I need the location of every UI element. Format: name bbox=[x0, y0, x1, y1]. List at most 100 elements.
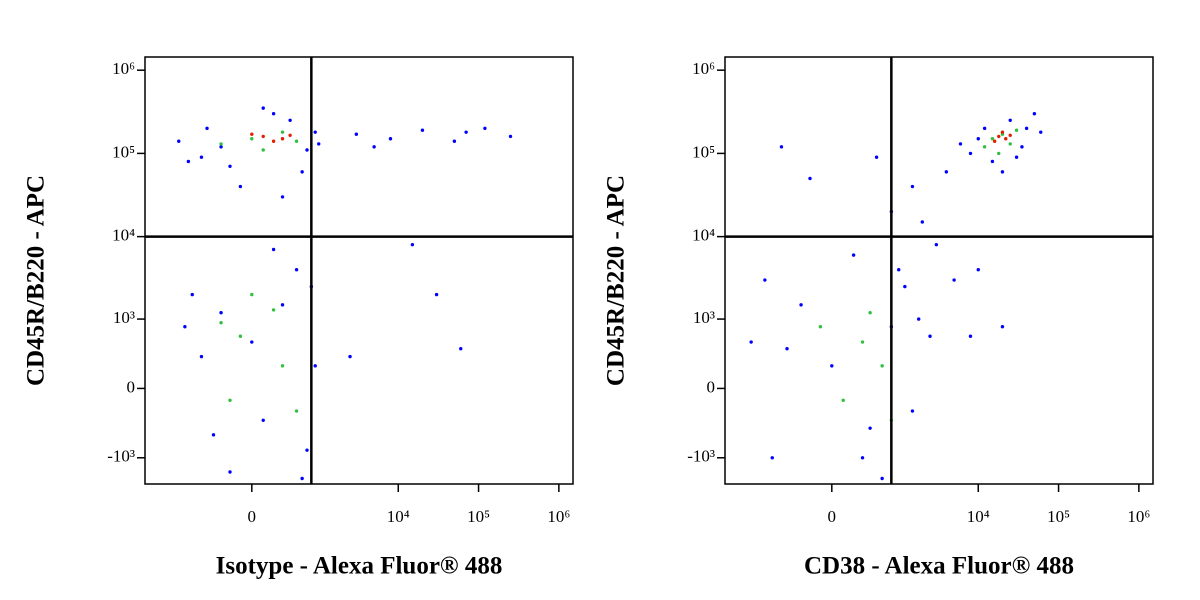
data-point bbox=[868, 311, 872, 315]
data-point bbox=[294, 268, 299, 272]
data-point bbox=[997, 134, 1001, 139]
data-point bbox=[976, 137, 980, 141]
data-point bbox=[452, 139, 457, 143]
data-point bbox=[261, 418, 265, 422]
data-point bbox=[1014, 155, 1019, 159]
data-point bbox=[300, 476, 304, 481]
data-point bbox=[779, 145, 784, 149]
data-point bbox=[976, 268, 980, 272]
data-point bbox=[910, 409, 915, 413]
data-point bbox=[348, 354, 352, 359]
data-point bbox=[508, 134, 513, 139]
data-point bbox=[968, 334, 973, 338]
data-point bbox=[372, 145, 376, 149]
data-point bbox=[808, 176, 812, 181]
y-axis-title: CD45R/B220 - APC bbox=[603, 175, 630, 386]
data-point bbox=[997, 151, 1001, 156]
data-point bbox=[313, 130, 317, 134]
x-tick-label: 10⁶ bbox=[1127, 507, 1150, 526]
data-point bbox=[288, 118, 292, 122]
data-point bbox=[228, 470, 232, 474]
data-point bbox=[250, 340, 254, 344]
data-point bbox=[199, 155, 204, 159]
data-point bbox=[944, 170, 949, 174]
data-point bbox=[903, 284, 907, 289]
y-tick-label: -10³ bbox=[687, 447, 715, 466]
data-point bbox=[934, 242, 939, 247]
data-point bbox=[199, 354, 204, 359]
plot-frame bbox=[144, 56, 574, 485]
y-tick-label: 10³ bbox=[113, 308, 135, 327]
data-point bbox=[305, 148, 309, 152]
data-point bbox=[952, 278, 956, 282]
data-point bbox=[219, 145, 223, 149]
data-point bbox=[851, 253, 856, 257]
data-point bbox=[880, 476, 884, 481]
data-point bbox=[1008, 133, 1012, 138]
data-point bbox=[841, 398, 845, 402]
data-point bbox=[280, 195, 285, 199]
data-point bbox=[1008, 142, 1012, 146]
data-point bbox=[219, 311, 223, 315]
data-point bbox=[305, 448, 309, 452]
data-point bbox=[749, 340, 753, 344]
data-point bbox=[1004, 137, 1008, 141]
data-point bbox=[785, 347, 789, 351]
data-point bbox=[1039, 130, 1043, 134]
plot-panel: 0 10⁴ 10⁵ 10⁶ -10³ 0 10³ 10⁴ 10⁵ 10⁶ CD38 - Alexa … bbox=[603, 56, 1154, 580]
y-tick-label: 10⁴ bbox=[112, 226, 135, 245]
y-tick-label: 10⁵ bbox=[692, 142, 715, 161]
data-point bbox=[354, 132, 359, 136]
plot-panel: 0 10⁴ 10⁵ 10⁶ -10³ 0 10³ 10⁴ 10⁵ 10⁶ Isotype - Ale… bbox=[23, 56, 574, 580]
data-point bbox=[770, 456, 774, 460]
data-point bbox=[271, 247, 276, 252]
y-axis-title: CD45R/B220 - APC bbox=[23, 175, 50, 386]
x-tick-label: 0 bbox=[248, 507, 257, 526]
data-point bbox=[860, 340, 865, 344]
x-axis-title: Isotype - Alexa Fluor® 488 bbox=[216, 553, 503, 580]
data-point bbox=[261, 148, 265, 152]
data-point bbox=[763, 278, 767, 282]
data-point bbox=[830, 364, 834, 368]
x-axis-title: CD38 - Alexa Fluor® 488 bbox=[804, 553, 1074, 580]
data-point bbox=[280, 130, 285, 134]
data-point bbox=[313, 364, 317, 368]
data-point bbox=[982, 145, 987, 149]
y-tick-label: 10⁶ bbox=[692, 59, 715, 78]
data-point bbox=[459, 347, 463, 351]
data-point bbox=[250, 132, 254, 136]
data-point bbox=[271, 111, 276, 116]
data-point bbox=[1000, 170, 1005, 174]
data-point bbox=[1024, 126, 1029, 131]
y-tick-label: 10⁵ bbox=[112, 142, 135, 161]
data-point bbox=[280, 303, 285, 307]
y-tick-label: 10⁶ bbox=[112, 59, 135, 78]
data-point bbox=[271, 139, 276, 143]
data-point bbox=[219, 321, 223, 325]
data-point bbox=[205, 126, 209, 131]
data-point bbox=[183, 325, 187, 329]
data-point bbox=[211, 433, 216, 437]
data-point bbox=[1000, 130, 1005, 134]
data-point bbox=[238, 334, 243, 338]
data-point bbox=[219, 142, 223, 146]
data-point bbox=[799, 303, 803, 307]
data-point bbox=[280, 137, 285, 141]
data-point bbox=[1008, 118, 1012, 122]
data-point bbox=[280, 364, 285, 368]
plot-frame bbox=[724, 56, 1154, 485]
data-point bbox=[910, 184, 915, 189]
data-point bbox=[410, 242, 415, 247]
data-point bbox=[874, 155, 879, 159]
x-tick-label: 10⁴ bbox=[967, 507, 990, 526]
data-point bbox=[958, 142, 963, 146]
data-point bbox=[317, 142, 321, 146]
data-point bbox=[1032, 111, 1037, 116]
data-point bbox=[990, 159, 995, 164]
data-point bbox=[897, 268, 901, 272]
data-point bbox=[186, 159, 191, 164]
x-tick-label: 10⁵ bbox=[1047, 507, 1070, 526]
data-point bbox=[868, 426, 872, 430]
data-point bbox=[990, 137, 995, 141]
y-tick-label: 10³ bbox=[693, 308, 715, 327]
